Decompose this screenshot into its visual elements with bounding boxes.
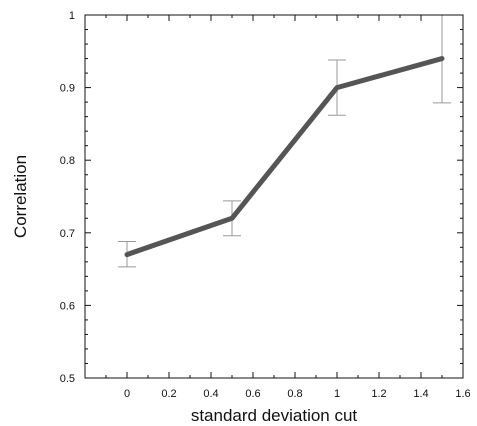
x-tick-label: 1.2	[371, 388, 386, 400]
errorbar-layer	[118, 14, 451, 268]
ticks-layer: 0 0.2 0.4 0.6 0.8 1 1.2 1.4 1.6 0.5 0.6 0.7 0.8 0.9 1	[60, 10, 471, 400]
y-tick-label: 0.7	[60, 228, 75, 240]
y-tick-label: 0.9	[60, 83, 75, 95]
x-tick-label: 1.4	[413, 388, 428, 400]
y-tick-label: 0.5	[60, 373, 75, 385]
x-axis-label: standard deviation cut	[191, 406, 358, 425]
x-tick-label: 1.6	[455, 388, 470, 400]
x-tick-label: 0.6	[245, 388, 260, 400]
y-tick-label: 0.6	[60, 300, 75, 312]
x-tick-label: 0	[124, 388, 130, 400]
x-tick-label: 0.2	[161, 388, 176, 400]
x-tick-label: 1	[334, 388, 340, 400]
series-line	[124, 56, 445, 258]
x-tick-label: 0.8	[287, 388, 302, 400]
y-tick-label: 1	[69, 10, 75, 22]
series-layer	[124, 56, 445, 258]
y-axis-label: Correlation	[11, 155, 30, 238]
y-tick-label: 0.8	[60, 155, 75, 167]
plot-frame	[84, 14, 464, 379]
x-tick-label: 0.4	[203, 388, 218, 400]
